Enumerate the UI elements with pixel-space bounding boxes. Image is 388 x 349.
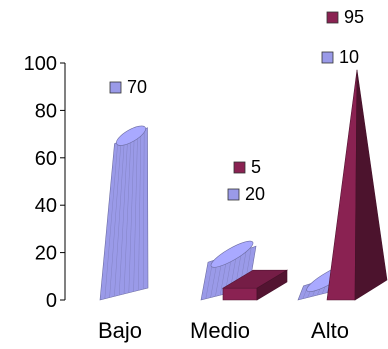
data-label: 10 bbox=[339, 47, 359, 67]
bar-bajo-series1 bbox=[99, 125, 149, 301]
data-label-key bbox=[321, 51, 334, 64]
data-labels: 70 20 5 10 95 bbox=[109, 7, 364, 204]
y-tick-label: 40 bbox=[35, 195, 57, 217]
category-labels: Bajo Medio Alto bbox=[98, 318, 349, 343]
y-tick-label: 80 bbox=[35, 100, 57, 122]
bar-group bbox=[99, 69, 388, 301]
y-tick-label: 100 bbox=[24, 53, 57, 75]
data-label: 95 bbox=[344, 7, 364, 27]
y-tick-label: 0 bbox=[46, 290, 57, 312]
x-tick-label: Medio bbox=[190, 318, 250, 343]
data-label-key bbox=[109, 81, 122, 94]
data-label: 5 bbox=[251, 157, 261, 177]
data-label: 70 bbox=[127, 77, 147, 97]
bar-alto-series2 bbox=[326, 69, 388, 301]
bar-medio-series2 bbox=[221, 269, 289, 301]
x-tick-label: Bajo bbox=[98, 318, 142, 343]
data-label: 20 bbox=[245, 184, 265, 204]
data-label-key bbox=[233, 161, 246, 174]
data-label-key bbox=[227, 188, 240, 201]
y-tick-label: 20 bbox=[35, 243, 57, 265]
data-label-key bbox=[326, 11, 339, 24]
y-tick-label: 60 bbox=[35, 148, 57, 170]
x-tick-label: Alto bbox=[311, 318, 349, 343]
y-axis: 0 20 40 60 80 100 bbox=[24, 53, 66, 312]
